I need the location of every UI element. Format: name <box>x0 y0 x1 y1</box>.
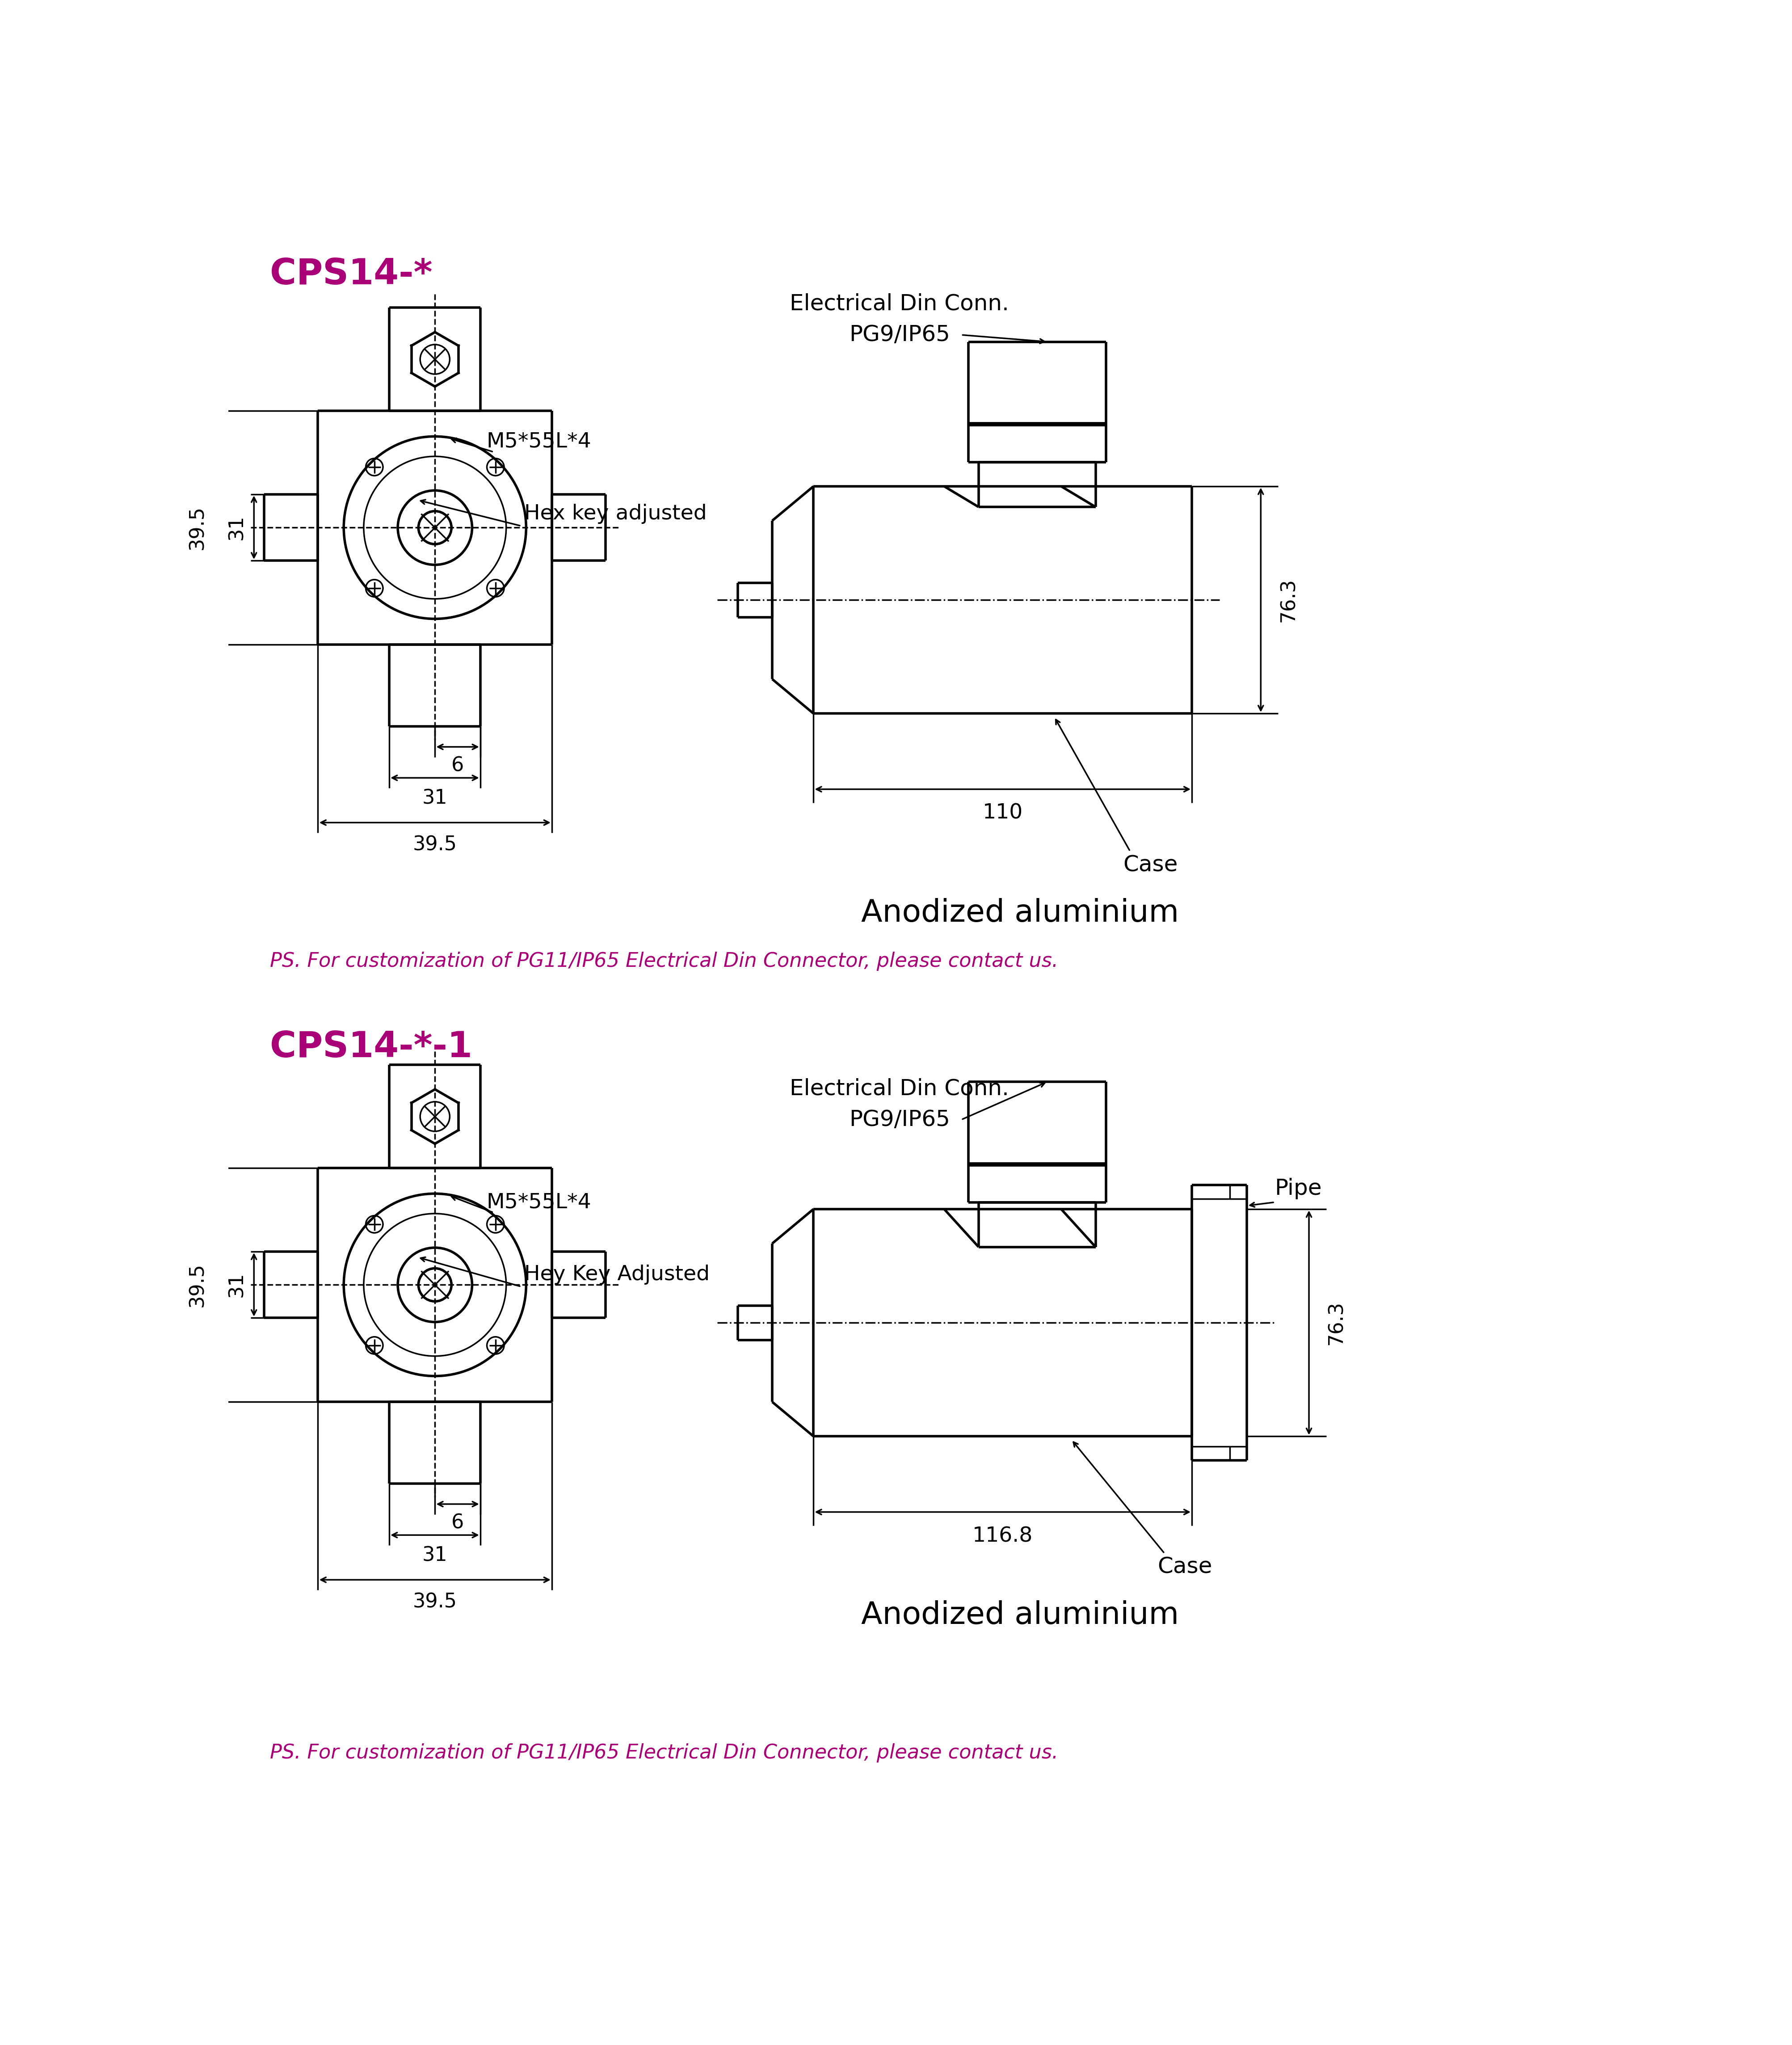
Text: 116.8: 116.8 <box>973 1526 1032 1546</box>
Text: 39.5: 39.5 <box>188 1262 206 1307</box>
Text: Pipe: Pipe <box>1274 1178 1322 1198</box>
Text: PG9/IP65: PG9/IP65 <box>849 325 950 346</box>
Text: 31: 31 <box>421 789 448 808</box>
Text: 31: 31 <box>228 515 246 540</box>
Text: CPS14-*-1: CPS14-*-1 <box>271 1031 473 1065</box>
Text: 31: 31 <box>228 1272 246 1297</box>
Text: Electrical Din Conn.: Electrical Din Conn. <box>790 292 1009 315</box>
Text: 6: 6 <box>452 1513 464 1532</box>
Text: PS. For customization of PG11/IP65 Electrical Din Connector, please contact us.: PS. For customization of PG11/IP65 Elect… <box>271 1742 1057 1763</box>
Text: Anodized aluminium: Anodized aluminium <box>860 898 1179 928</box>
Text: Electrical Din Conn.: Electrical Din Conn. <box>790 1078 1009 1100</box>
Text: M5*55L*4: M5*55L*4 <box>487 1192 591 1213</box>
Text: 76.3: 76.3 <box>1326 1301 1346 1346</box>
Text: Hey Key Adjusted: Hey Key Adjusted <box>525 1264 710 1284</box>
Text: 39.5: 39.5 <box>412 1593 457 1611</box>
Text: Hex key adjusted: Hex key adjusted <box>525 503 708 524</box>
Text: CPS14-*: CPS14-* <box>271 258 432 292</box>
Text: 39.5: 39.5 <box>188 505 206 550</box>
Text: 31: 31 <box>421 1546 448 1564</box>
Text: PS. For customization of PG11/IP65 Electrical Din Connector, please contact us.: PS. For customization of PG11/IP65 Elect… <box>271 951 1057 971</box>
Text: 6: 6 <box>452 757 464 775</box>
Text: PG9/IP65: PG9/IP65 <box>849 1108 950 1131</box>
Text: M5*55L*4: M5*55L*4 <box>487 431 591 452</box>
Text: Anodized aluminium: Anodized aluminium <box>860 1601 1179 1630</box>
Text: Case: Case <box>1124 855 1177 875</box>
Text: Case: Case <box>1158 1556 1211 1579</box>
Text: 110: 110 <box>982 804 1023 824</box>
Text: 39.5: 39.5 <box>412 834 457 855</box>
Text: 76.3: 76.3 <box>1279 579 1297 622</box>
